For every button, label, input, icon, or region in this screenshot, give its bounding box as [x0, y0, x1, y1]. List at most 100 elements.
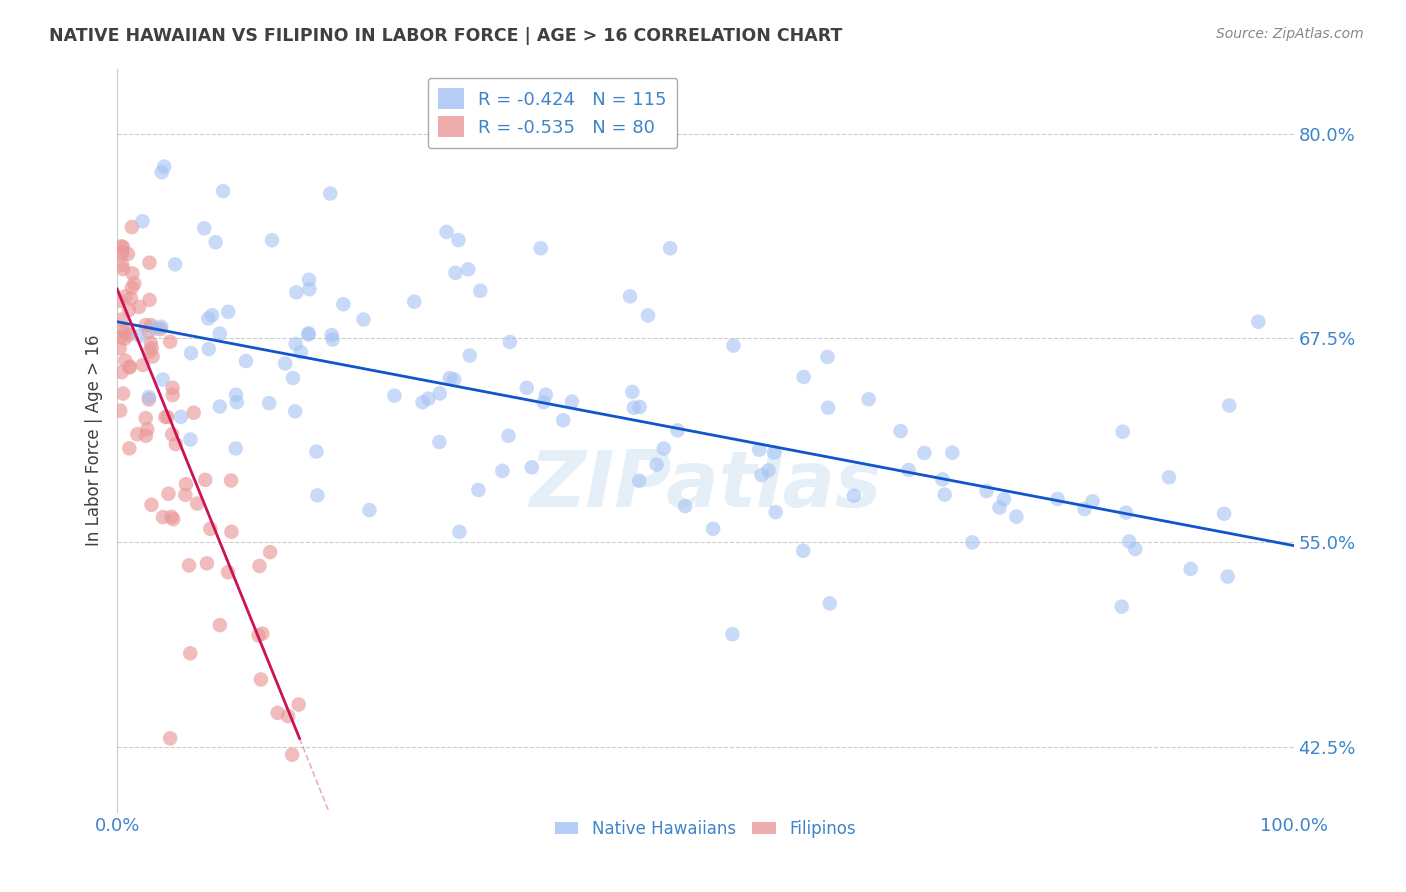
- Point: [941, 446, 963, 460]
- Point: [179, 646, 201, 660]
- Point: [118, 442, 141, 456]
- Point: [177, 558, 200, 573]
- Point: [221, 524, 243, 539]
- Point: [217, 566, 239, 580]
- Point: [659, 241, 682, 255]
- Point: [319, 186, 342, 201]
- Point: [1115, 506, 1137, 520]
- Point: [673, 499, 696, 513]
- Point: [138, 344, 160, 359]
- Point: [1213, 507, 1236, 521]
- Point: [429, 434, 451, 449]
- Point: [621, 384, 644, 399]
- Point: [201, 308, 224, 322]
- Point: [174, 477, 197, 491]
- Point: [128, 328, 150, 343]
- Text: NATIVE HAWAIIAN VS FILIPINO IN LABOR FORCE | AGE > 16 CORRELATION CHART: NATIVE HAWAIIAN VS FILIPINO IN LABOR FOR…: [49, 27, 842, 45]
- Point: [110, 312, 132, 326]
- Point: [142, 350, 165, 364]
- Point: [897, 463, 920, 477]
- Point: [193, 221, 215, 235]
- Point: [247, 628, 270, 642]
- Point: [758, 463, 780, 477]
- Point: [159, 731, 181, 746]
- Point: [307, 488, 329, 502]
- Point: [157, 487, 180, 501]
- Legend: Native Hawaiians, Filipinos: Native Hawaiians, Filipinos: [548, 814, 862, 845]
- Point: [200, 522, 222, 536]
- Point: [204, 235, 226, 250]
- Point: [197, 311, 219, 326]
- Point: [281, 371, 304, 385]
- Point: [114, 289, 136, 303]
- Point: [141, 498, 163, 512]
- Point: [628, 474, 651, 488]
- Point: [1111, 599, 1133, 614]
- Point: [219, 474, 242, 488]
- Point: [1123, 542, 1146, 557]
- Point: [143, 321, 166, 335]
- Point: [763, 445, 786, 459]
- Point: [470, 284, 492, 298]
- Point: [298, 273, 321, 287]
- Point: [195, 557, 218, 571]
- Point: [1216, 569, 1239, 583]
- Point: [418, 392, 440, 406]
- Point: [114, 325, 136, 339]
- Point: [817, 401, 839, 415]
- Point: [150, 165, 173, 179]
- Point: [138, 392, 160, 407]
- Point: [467, 483, 489, 497]
- Point: [976, 483, 998, 498]
- Point: [138, 293, 160, 307]
- Point: [499, 334, 522, 349]
- Point: [439, 371, 461, 385]
- Point: [150, 319, 173, 334]
- Point: [118, 359, 141, 374]
- Point: [321, 328, 343, 343]
- Point: [138, 255, 160, 269]
- Point: [121, 267, 143, 281]
- Point: [160, 427, 183, 442]
- Point: [128, 300, 150, 314]
- Point: [623, 401, 645, 415]
- Point: [1005, 509, 1028, 524]
- Point: [447, 233, 470, 247]
- Point: [359, 503, 381, 517]
- Point: [108, 403, 131, 417]
- Point: [112, 386, 135, 401]
- Point: [108, 341, 131, 355]
- Point: [208, 618, 231, 632]
- Point: [765, 505, 787, 519]
- Point: [962, 535, 984, 549]
- Point: [429, 386, 451, 401]
- Point: [498, 429, 520, 443]
- Point: [1112, 425, 1135, 439]
- Point: [285, 285, 308, 300]
- Point: [1247, 315, 1270, 329]
- Point: [1157, 470, 1180, 484]
- Point: [721, 627, 744, 641]
- Point: [533, 395, 555, 409]
- Point: [457, 262, 479, 277]
- Point: [287, 698, 309, 712]
- Point: [135, 318, 157, 332]
- Point: [723, 338, 745, 352]
- Point: [208, 400, 231, 414]
- Y-axis label: In Labor Force | Age > 16: In Labor Force | Age > 16: [86, 334, 103, 546]
- Point: [208, 326, 231, 341]
- Point: [174, 488, 197, 502]
- Point: [186, 497, 208, 511]
- Point: [194, 473, 217, 487]
- Point: [111, 324, 134, 338]
- Point: [1046, 491, 1069, 506]
- Point: [890, 424, 912, 438]
- Point: [793, 370, 815, 384]
- Point: [138, 325, 160, 339]
- Point: [1180, 562, 1202, 576]
- Point: [934, 487, 956, 501]
- Point: [818, 596, 841, 610]
- Point: [179, 433, 201, 447]
- Point: [197, 342, 219, 356]
- Point: [702, 522, 724, 536]
